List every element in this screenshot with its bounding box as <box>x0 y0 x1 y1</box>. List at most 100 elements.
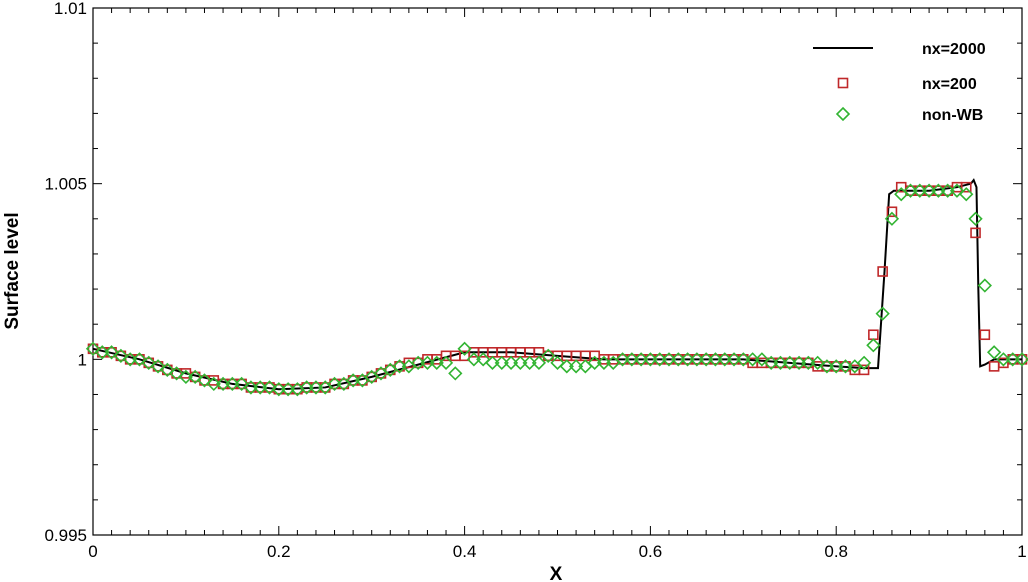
data-point-non-wb <box>717 352 732 367</box>
data-point-nx200 <box>524 347 535 358</box>
data-point-non-wb <box>113 348 129 363</box>
data-point-non-wb <box>903 183 918 198</box>
x-tick-label: 0.4 <box>453 542 477 561</box>
data-point-non-wb <box>726 352 742 367</box>
axes: 0 0.2 0.4 0.6 0.8 1 0.995 1 1.005 1.01 <box>44 0 1026 561</box>
data-point-non-wb <box>801 355 816 370</box>
data-point-non-wb <box>996 352 1011 367</box>
plot-border <box>92 7 1023 536</box>
series-2 <box>85 183 1028 397</box>
data-point-non-wb <box>791 355 807 370</box>
data-point-non-wb <box>699 352 714 367</box>
data-point-non-wb <box>754 352 770 367</box>
data-point-nx200 <box>877 266 888 277</box>
data-point-non-wb <box>503 355 519 370</box>
y-tick-label: 0.995 <box>44 526 87 545</box>
data-point-non-wb <box>513 355 528 370</box>
data-point-non-wb <box>643 352 658 367</box>
y-tick-label: 1 <box>78 350 87 369</box>
data-point-non-wb <box>931 183 946 198</box>
data-point-non-wb <box>559 359 574 374</box>
data-point-non-wb <box>531 355 547 370</box>
data-point-non-wb <box>160 362 175 378</box>
y-axis-title: Surface level <box>2 212 23 329</box>
data-point-non-wb <box>838 359 853 374</box>
data-point-non-wb <box>476 352 491 367</box>
data-point-nx200 <box>960 181 972 193</box>
data-point-non-wb <box>243 380 259 395</box>
data-point-non-wb <box>1014 352 1028 367</box>
data-point-non-wb <box>968 211 983 226</box>
data-point-non-wb <box>188 369 203 385</box>
data-point-non-wb <box>438 355 454 370</box>
data-point-nx200 <box>1016 354 1028 365</box>
data-point-non-wb <box>541 348 556 363</box>
data-point-non-wb <box>197 373 212 388</box>
data-point-nx200 <box>970 227 981 239</box>
data-point-non-wb <box>866 338 881 353</box>
data-point-non-wb <box>262 380 277 395</box>
data-point-non-wb <box>411 355 426 370</box>
data-point-non-wb <box>977 278 992 293</box>
x-tick-label: 0.6 <box>639 542 663 561</box>
data-point-non-wb <box>550 355 565 370</box>
data-point-non-wb <box>485 355 500 370</box>
data-point-non-wb <box>522 355 537 370</box>
legend-square-swatch <box>837 77 849 89</box>
data-point-non-wb <box>271 382 286 397</box>
data-point-non-wb <box>912 183 927 198</box>
data-point-non-wb <box>736 352 751 367</box>
data-point-non-wb <box>829 359 844 374</box>
data-point-non-wb <box>661 352 677 367</box>
data-point-non-wb <box>568 359 584 374</box>
data-point-non-wb <box>448 366 463 381</box>
data-point-non-wb <box>457 341 472 356</box>
y-tick-label: 1.005 <box>44 175 87 194</box>
data-point-non-wb <box>624 352 639 367</box>
data-point-non-wb <box>773 355 788 370</box>
data-point-non-wb <box>921 183 937 198</box>
legend: nx=2000 nx=200 non-WB <box>813 41 986 124</box>
data-point-non-wb <box>141 355 156 370</box>
data-point-non-wb <box>178 369 194 385</box>
data-point-non-wb <box>253 380 268 395</box>
data-point-nx200 <box>886 206 898 218</box>
data-point-non-wb <box>429 355 444 370</box>
data-point-non-wb <box>587 355 602 370</box>
data-point-non-wb <box>169 366 184 381</box>
data-point-nx200 <box>988 361 1000 372</box>
data-point-non-wb <box>123 352 138 367</box>
series-layer <box>85 178 1028 397</box>
data-point-non-wb <box>680 352 695 367</box>
data-point-non-wb <box>986 345 1002 360</box>
series-1 <box>87 181 1028 395</box>
data-point-nx200 <box>858 364 870 376</box>
data-point-non-wb <box>95 345 110 360</box>
data-point-non-wb <box>1005 352 1020 367</box>
data-point-non-wb <box>234 376 249 392</box>
data-point-non-wb <box>466 352 482 367</box>
data-point-non-wb <box>150 359 166 374</box>
data-point-non-wb <box>764 355 779 370</box>
data-point-non-wb <box>85 341 101 356</box>
data-point-non-wb <box>420 355 435 370</box>
data-point-non-wb <box>940 183 955 198</box>
data-point-non-wb <box>132 352 147 367</box>
data-point-non-wb <box>345 373 361 388</box>
data-point-non-wb <box>596 355 612 370</box>
data-point-non-wb <box>949 183 965 198</box>
legend-label: nx=2000 <box>922 41 986 58</box>
data-point-non-wb <box>299 380 314 395</box>
x-axis-title: X <box>550 564 563 582</box>
x-tick-label: 0.2 <box>267 542 291 561</box>
data-point-nx200 <box>979 329 991 341</box>
data-point-non-wb <box>708 352 723 367</box>
plot-frame <box>92 7 1023 536</box>
y-tick-label: 1.01 <box>54 0 87 18</box>
data-point-non-wb <box>633 352 649 367</box>
data-point-non-wb <box>327 376 342 392</box>
data-point-non-wb <box>810 355 825 370</box>
data-point-non-wb <box>225 376 240 392</box>
data-point-non-wb <box>959 187 974 202</box>
data-point-non-wb <box>104 345 119 360</box>
